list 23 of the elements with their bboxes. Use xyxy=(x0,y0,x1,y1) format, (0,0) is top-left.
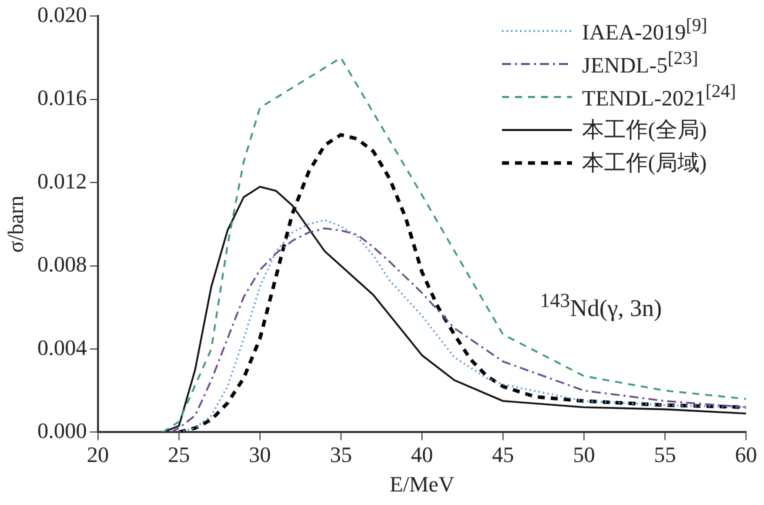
legend-label: 本工作(局域) xyxy=(582,148,707,177)
x-tick-label: 45 xyxy=(492,442,514,468)
x-tick-label: 50 xyxy=(572,442,595,468)
y-tick-label: 0.012 xyxy=(37,168,87,194)
y-tick-label: 0.004 xyxy=(37,334,87,360)
legend-label: 本工作(全局) xyxy=(582,116,707,144)
legend-label: TENDL-2021$^{[24]}$ xyxy=(582,81,736,112)
x-axis-title: E/MeV xyxy=(390,472,454,497)
x-tick-label: 30 xyxy=(248,442,271,468)
legend-label: IAEA-2019$^{[9]}$ xyxy=(582,15,708,46)
x-tick-label: 20 xyxy=(86,442,109,468)
x-tick-label: 60 xyxy=(735,442,757,468)
y-tick-label: 0.016 xyxy=(37,85,87,110)
y-tick-label: 0.020 xyxy=(37,2,87,27)
y-tick-label: 0.008 xyxy=(37,252,87,277)
x-tick-label: 55 xyxy=(654,442,676,468)
legend-label: JENDL-5$^{[23]}$ xyxy=(582,48,698,79)
y-tick-label: 0.000 xyxy=(37,418,87,443)
y-axis-title: σ/barn xyxy=(2,196,28,253)
x-tick-label: 40 xyxy=(410,442,433,468)
x-tick-label: 25 xyxy=(168,442,190,468)
annotation: $^{143}$Nd(γ, 3n) xyxy=(540,290,662,323)
x-tick-label: 35 xyxy=(330,442,352,468)
